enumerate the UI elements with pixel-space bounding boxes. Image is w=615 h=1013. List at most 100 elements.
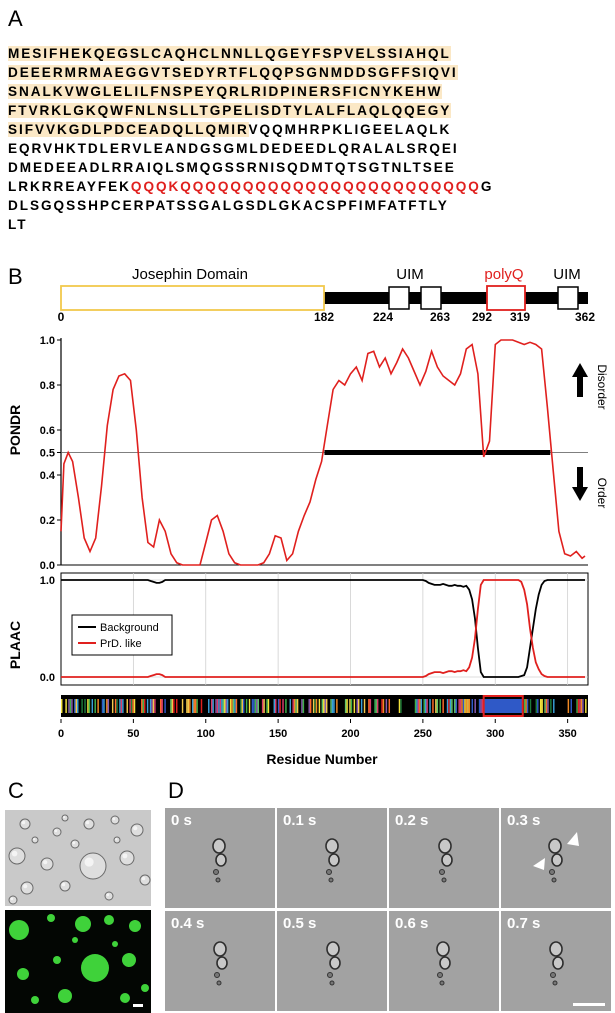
sequence-line: DLSGQSSHPCERPATSSGALGSDLGKACSPFIMFATFTLY [8, 196, 613, 215]
sequence-line: DEEERMRMAEGGVTSEDYRTFLQQPSGNMDDSGFFSIQVI [8, 63, 613, 82]
plaac-tick-label: 1.0 [40, 575, 55, 587]
sequence-line: EQRVHKTDLERVLEANDGSGMLDEDEEDLQRALALSRQEI [8, 139, 613, 158]
legend-label: PrD. like [100, 638, 142, 650]
uim-label-1: UIM [396, 266, 424, 283]
composition-bar [61, 695, 588, 717]
position-263: 263 [430, 310, 450, 322]
uim-label-2: UIM [553, 266, 581, 283]
disorder-charts: 0.0 0.2 0.4 0.5 0.6 0.8 1.0 0.0 1.0 Background Pr… [7, 335, 609, 765]
panel-a-label: A [8, 6, 23, 31]
time-label: 0.5 s [283, 915, 317, 932]
pondr-tick-label: 0.2 [40, 515, 55, 527]
polyq-box [486, 285, 526, 311]
time-label: 0.3 s [507, 812, 541, 829]
position-319: 319 [510, 310, 530, 322]
position-0: 0 [58, 310, 65, 322]
polyq-composition-highlight [483, 699, 523, 713]
brightfield-image [5, 810, 151, 906]
josephin-region: SNALKVWGLELILFNSPEYQRLRIDPINERSFICNYKEHW [8, 84, 443, 99]
uim-box-2 [420, 286, 442, 310]
time-frame: 0.7 s [501, 911, 611, 1011]
sequence-line: SNALKVWGLELILFNSPEYQRLRIDPINERSFICNYKEHW [8, 82, 613, 101]
josephin-domain-box [60, 285, 325, 311]
x-tick-label: 0 [58, 728, 64, 740]
pondr-tick-label: 1.0 [40, 335, 55, 347]
sequence-segment: DLSGQSSHPCERPATSSGALGSDLGKACSPFIMFATFTLY [8, 198, 449, 213]
disorder-arrow-icon [572, 363, 588, 397]
sequence-line: DMEDEEADLRRAIQLSMQGSSRNISQDMTQTSGTNLTSEE [8, 158, 613, 177]
time-frame: 0.2 s [389, 808, 499, 908]
x-tick-label: 50 [127, 728, 139, 740]
plaac-axis-label: PLAAC [7, 621, 23, 669]
uim-box-3 [557, 286, 579, 310]
time-frame: 0.3 s [501, 808, 611, 908]
time-label: 0.4 s [171, 915, 205, 932]
sequence-line: FTVRKLGKQWFNLNSLLTGPELISDTYLALFLAQLQQEGY [8, 101, 613, 120]
sequence-segment: LT [8, 217, 28, 232]
scale-bar [133, 1004, 143, 1007]
sequence-segment: G [480, 179, 494, 194]
sequence-line: LRKRREAYFEKQQQKQQQQQQQQQQQQQQQQQQQQQQQQG [8, 177, 613, 196]
order-annotation: Order [595, 478, 609, 509]
pondr-plot: 0.0 0.2 0.4 0.5 0.6 0.8 1.0 [40, 335, 588, 572]
x-tick-label: 100 [197, 728, 215, 740]
josephin-region: FTVRKLGKQWFNLNSLLTGPELISDTYLALFLAQLQQEGY [8, 103, 452, 118]
sequence-line: SIFVVKGDLPDCEADQLLQMIRVQQMHRPKLIGEELAQLK [8, 120, 613, 139]
arrowhead-icon [567, 832, 579, 846]
pondr-tick-label: 0.0 [40, 560, 55, 572]
plaac-plot: 0.0 1.0 Background PrD. like 0 50 100 150 200 250… [40, 572, 589, 740]
time-lapse-grid: 0 s 0.1 s 0.2 s 0.3 s 0.4 s 0.5 s 0.6 s 0.7 s [165, 808, 613, 1013]
fluorescence-image [5, 910, 151, 1013]
sequence-segment: EQRVHKTDLERVLEANDGSGMLDEDEEDLQRALALSRQEI [8, 141, 459, 156]
plaac-tick-label: 0.0 [40, 672, 55, 684]
pondr-axis-label: PONDR [7, 405, 23, 456]
pondr-tick-label: 0.5 [40, 448, 55, 460]
polyq-region: QQQKQQQQQQQQQQQQQQQQQQQQQQQQ [130, 179, 481, 194]
position-182: 182 [314, 310, 334, 322]
josephin-region: SIFVVKGDLPDCEADQLLQMIR [8, 122, 249, 137]
x-tick-label: 150 [269, 728, 287, 740]
position-292: 292 [472, 310, 492, 322]
pondr-tick-label: 0.6 [40, 425, 55, 437]
sequence-line: LT [8, 215, 613, 234]
pondr-series [60, 339, 586, 566]
domain-map: Josephin Domain UIM polyQ UIM 0 182 224 … [58, 266, 596, 322]
sequence-line: MESIFHEKQEGSLCAQHCLNNLLQGEYFSPVELSSIAHQL [8, 44, 613, 63]
x-tick-label: 350 [558, 728, 576, 740]
pondr-tick-label: 0.8 [40, 380, 55, 392]
time-frame: 0 s [165, 808, 275, 908]
panel-d-label: D [168, 778, 184, 803]
time-label: 0.2 s [395, 812, 429, 829]
position-362: 362 [575, 310, 595, 322]
sequence-segment: LRKRREAYFEK [8, 179, 131, 194]
order-arrow-icon [572, 467, 588, 501]
plaac-legend: Background PrD. like [71, 614, 173, 656]
josephin-domain-label: Josephin Domain [132, 266, 248, 283]
panel-b-label: B [8, 264, 23, 289]
disorder-annotation: Disorder [595, 364, 609, 409]
time-label: 0.7 s [507, 915, 541, 932]
time-label: 0 s [171, 812, 192, 829]
plaac-series-prd [61, 579, 585, 678]
legend-label: Background [100, 622, 159, 634]
sequence-segment: VQQMHRPKLIGEELAQLK [248, 122, 452, 137]
scale-bar [573, 1003, 605, 1006]
josephin-region: MESIFHEKQEGSLCAQHCLNNLLQGEYFSPVELSSIAHQL [8, 46, 451, 61]
time-label: 0.6 s [395, 915, 429, 932]
uim-box-1 [388, 286, 410, 310]
x-axis-label: Residue Number [266, 751, 378, 765]
time-frame: 0.1 s [277, 808, 387, 908]
time-frame: 0.6 s [389, 911, 499, 1011]
arrowhead-icon [533, 858, 545, 870]
polyq-label: polyQ [484, 266, 523, 283]
time-label: 0.1 s [283, 812, 317, 829]
protein-sequence: MESIFHEKQEGSLCAQHCLNNLLQGEYFSPVELSSIAHQL… [8, 44, 613, 234]
josephin-region: DEEERMRMAEGGVTSEDYRTFLQQPSGNMDDSGFFSIQVI [8, 65, 458, 80]
time-frame: 0.5 s [277, 911, 387, 1011]
pondr-tick-label: 0.4 [40, 470, 56, 482]
position-224: 224 [373, 310, 393, 322]
time-frame: 0.4 s [165, 911, 275, 1011]
x-tick-label: 200 [341, 728, 359, 740]
protein-backbone [324, 292, 588, 304]
x-tick-label: 250 [414, 728, 432, 740]
